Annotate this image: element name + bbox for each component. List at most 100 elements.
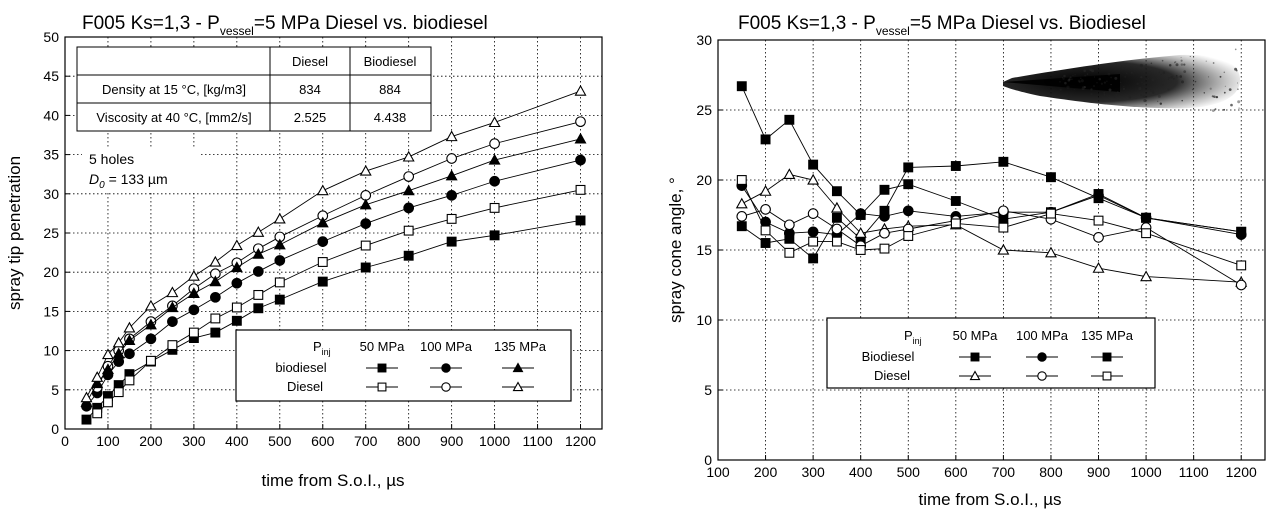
data-point [998,222,1009,233]
data-point [879,205,890,216]
data-point [489,202,500,213]
data-point [274,294,285,305]
legend-marker [512,362,524,373]
droplet [1123,85,1125,87]
droplet [1179,75,1183,78]
legend-row-biodiesel: Biodiesel [862,349,915,364]
x-tick-label: 1200 [565,433,596,449]
droplet [1142,82,1146,86]
data-point [808,159,819,170]
series-biodiesel-135-mpa [736,156,1247,264]
droplet [1219,75,1222,78]
data-point [575,215,586,226]
data-point [112,336,125,348]
data-point [903,179,914,190]
table-header-diesel: Diesel [292,54,328,69]
data-point [855,245,866,255]
droplet [1183,63,1186,66]
data-point [91,371,104,382]
data-point [360,262,371,273]
y-tick-label: 20 [696,172,712,188]
chart-left-ticks: 0 100 200 300 400 500 600 700 800 900 1000 1100 1200… [43,29,596,449]
droplet [1059,80,1061,83]
droplet [1084,74,1087,77]
data-point [1044,246,1057,258]
x-tick-label: 1000 [1131,464,1162,480]
droplet [1108,95,1110,97]
data-point [144,299,157,311]
legend-column-100: 100 MPa [1016,328,1069,343]
data-point [831,223,843,235]
droplet [1157,100,1159,102]
data-point [830,201,843,213]
droplet [1142,95,1145,98]
data-point [807,226,819,238]
droplet [1183,70,1187,73]
droplet [1140,94,1143,97]
fuel-properties-table: Diesel Biodiesel Density at 15 °C, [kg/m… [76,46,432,132]
legend-row-diesel: Diesel [874,368,910,383]
series-biodiesel-135-mpa [80,132,587,407]
chart-right-x-axis-label: time from S.o.I., µs [919,490,1062,509]
data-point [231,277,243,289]
droplet [1207,76,1210,78]
chart-right-y-axis-label: spray cone angle, ° [666,177,685,323]
data-point [317,276,328,287]
legend-marker [970,352,980,362]
droplet [1168,63,1172,67]
data-point [446,213,457,224]
x-tick-label: 200 [139,433,163,449]
table-frame [76,46,432,132]
droplet [1175,74,1178,77]
y-tick-label: 40 [43,107,59,123]
data-point [124,348,135,360]
chart-right: F005 Ks=1,3 - Pvessel=5 MPa Diesel vs. B… [666,13,1266,509]
droplet [1158,71,1161,74]
y-tick-label: 5 [704,382,712,398]
droplet [1174,62,1176,64]
chart-left-series [80,84,587,425]
data-point [112,347,125,359]
data-point [252,247,265,259]
droplet [1150,89,1154,92]
droplet [1078,80,1081,83]
data-point [360,218,372,229]
data-point [1236,260,1247,271]
droplet [1157,77,1159,80]
droplet [1191,88,1194,91]
x-tick-label: 1100 [523,433,553,449]
droplet [1180,63,1184,66]
y-tick-label: 25 [43,225,59,241]
data-point [210,291,221,303]
data-point [274,255,286,266]
data-point [103,397,113,408]
droplet [1120,65,1122,67]
chart-right-title: F005 Ks=1,3 - Pvessel=5 MPa Diesel vs. B… [738,13,1146,38]
droplet [1110,76,1112,79]
legend-marker [969,370,981,381]
data-point [403,171,415,182]
droplet [1096,81,1098,84]
droplet [1125,72,1128,75]
data-point [831,212,842,223]
droplet [1062,77,1065,80]
droplet [1151,78,1155,82]
data-point [489,138,500,149]
legend-row-diesel: Diesel [287,379,323,394]
data-point [736,81,747,92]
chart-left-title: F005 Ks=1,3 - Pvessel=5 MPa Diesel vs. b… [82,13,488,38]
table-header-biodiesel: Biodiesel [364,54,417,69]
droplet [1180,56,1182,58]
data-point [188,327,199,338]
y-tick-label: 30 [43,186,59,202]
data-point [402,184,415,196]
data-point [145,355,156,366]
data-point [403,225,414,236]
droplet [1066,85,1070,89]
data-point [166,286,179,298]
data-point [736,175,747,185]
droplet [1144,70,1148,74]
data-point [998,205,1009,217]
droplet [1167,78,1169,80]
y-tick-label: 20 [43,264,59,280]
